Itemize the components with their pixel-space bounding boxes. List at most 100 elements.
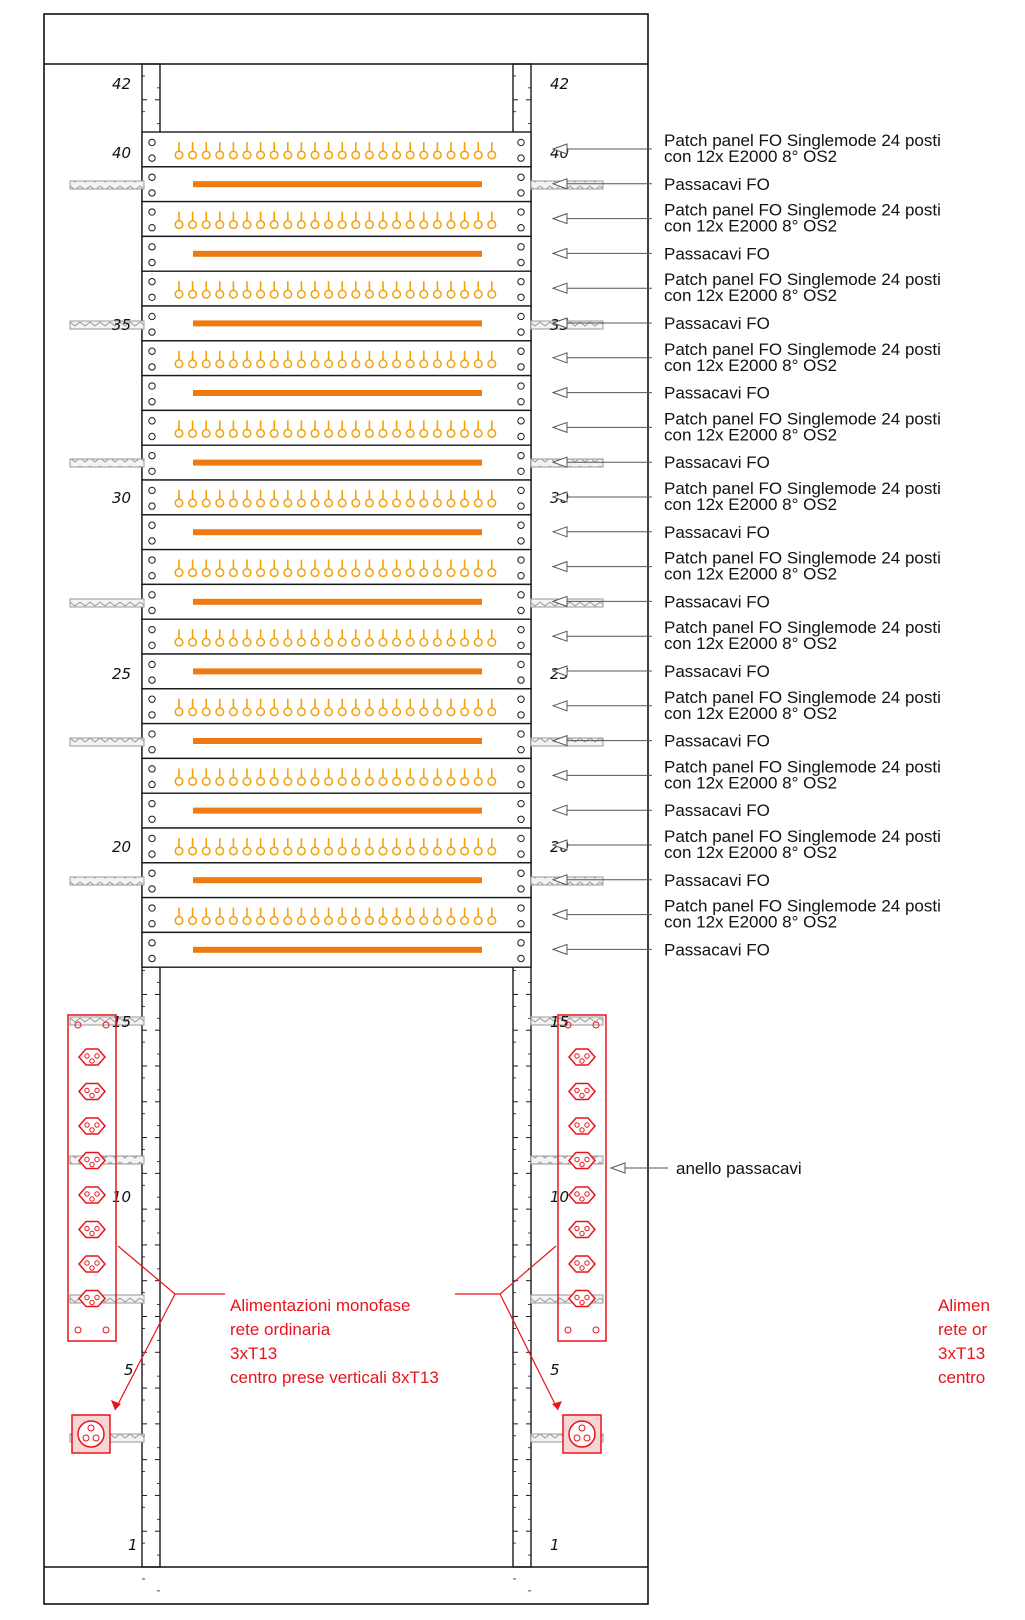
fiber-port-icon xyxy=(337,916,347,926)
fiber-port-icon xyxy=(188,846,198,856)
fiber-port-icon xyxy=(337,707,347,717)
cable-ring-left xyxy=(69,1016,145,1026)
patch-panel-callout-line2: con 12x E2000 8° OS2 xyxy=(664,843,837,862)
fiber-port-icon xyxy=(201,568,211,578)
cable-manager-callout: Passacavi FO xyxy=(664,314,770,333)
cable-manager xyxy=(141,305,532,342)
fiber-port-icon xyxy=(405,916,415,926)
fiber-port-icon xyxy=(460,846,470,856)
patch-panel-callout-line1: Patch panel FO Singlemode 24 posti xyxy=(664,827,941,846)
fiber-port-icon xyxy=(296,637,306,647)
socket-pin xyxy=(584,1087,590,1094)
socket-pin xyxy=(84,1294,90,1301)
power-note-clipped-line: 3xT13 xyxy=(938,1344,985,1363)
arrow-icon xyxy=(551,212,568,225)
screw-icon xyxy=(148,591,156,599)
fiber-port-icon xyxy=(215,428,225,438)
fiber-port-icon xyxy=(419,289,429,299)
socket-pin xyxy=(89,1299,95,1306)
fiber-port-icon xyxy=(473,498,483,508)
fiber-port-icon xyxy=(283,846,293,856)
cable-manager-callout: Passacavi FO xyxy=(664,940,770,959)
fiber-port-icon xyxy=(228,428,238,438)
screw-icon xyxy=(148,154,156,162)
screw-icon xyxy=(148,382,156,390)
fiber-port-icon xyxy=(228,359,238,369)
fiber-port-icon xyxy=(228,289,238,299)
fiber-port-icon xyxy=(351,916,361,926)
patch-panel-callout-line1: Patch panel FO Singlemode 24 posti xyxy=(664,688,941,707)
screw-icon xyxy=(74,1021,82,1029)
arrow-icon xyxy=(551,491,568,503)
screw-icon xyxy=(517,138,525,147)
fiber-port-icon xyxy=(337,359,347,369)
fiber-port-icon xyxy=(378,359,388,369)
fiber-port-icon xyxy=(337,637,347,647)
cable-manager-bar xyxy=(193,598,482,605)
unit-label: 20 xyxy=(112,838,131,856)
screw-icon xyxy=(148,243,156,251)
unit-label: 5 xyxy=(124,1361,134,1379)
unit-label: 42 xyxy=(112,75,131,93)
fiber-port-icon xyxy=(324,150,334,160)
cable-manager-bar xyxy=(193,738,482,744)
fiber-port-icon xyxy=(378,776,388,786)
power-note-line: centro prese verticali 8xT13 xyxy=(230,1368,439,1387)
fiber-port-icon xyxy=(337,568,347,578)
fiber-port-icon xyxy=(283,359,293,369)
socket-outlet-icon xyxy=(78,1220,106,1239)
fiber-port-icon xyxy=(310,150,320,160)
socket-outlet-icon xyxy=(78,1186,106,1204)
cable-ring-left xyxy=(69,876,145,886)
fiber-port-icon xyxy=(446,916,456,926)
screw-icon xyxy=(517,189,525,197)
screw-icon xyxy=(148,556,156,564)
socket-outlet-icon xyxy=(568,1220,596,1239)
fiber-port-icon xyxy=(405,776,415,786)
screw-icon xyxy=(148,451,156,460)
fiber-port-icon xyxy=(174,637,184,647)
cable-ring-right xyxy=(530,1155,604,1165)
screw-icon xyxy=(517,382,525,390)
fiber-port-icon xyxy=(324,498,334,508)
unit-label: 5 xyxy=(550,1361,560,1379)
patch-panel xyxy=(141,479,532,516)
fiber-port-icon xyxy=(188,707,198,717)
screw-icon xyxy=(148,834,156,843)
fiber-port-icon xyxy=(228,220,238,230)
fiber-port-icon xyxy=(174,220,184,230)
fiber-port-icon xyxy=(283,289,293,299)
screw-icon xyxy=(517,920,525,928)
fiber-port-icon xyxy=(419,916,429,926)
screw-icon xyxy=(517,954,525,963)
fiber-port-icon xyxy=(310,707,320,717)
socket-pin xyxy=(579,1127,585,1133)
fiber-port-icon xyxy=(364,916,374,926)
arrow-icon xyxy=(551,386,568,399)
fiber-port-icon xyxy=(188,150,198,160)
cable-manager xyxy=(141,653,532,690)
screw-icon xyxy=(148,904,156,912)
fiber-port-icon xyxy=(378,707,388,717)
cable-ring-left xyxy=(69,1294,145,1304)
fiber-port-icon xyxy=(283,498,293,508)
screw-icon xyxy=(148,208,156,216)
socket-pin xyxy=(574,1191,580,1197)
arrow-icon xyxy=(551,421,568,434)
fiber-port-icon xyxy=(446,220,456,230)
fiber-port-icon xyxy=(487,220,497,230)
screw-icon xyxy=(148,189,156,197)
fiber-port-icon xyxy=(215,220,225,230)
screw-icon xyxy=(517,641,525,649)
patch-panel xyxy=(141,896,532,934)
fiber-port-icon xyxy=(432,498,442,508)
fiber-port-icon xyxy=(256,359,266,369)
unit-label: 1 xyxy=(128,1536,138,1554)
fiber-port-icon xyxy=(324,707,334,717)
fiber-port-icon xyxy=(473,150,483,160)
fiber-port-icon xyxy=(392,846,402,856)
fiber-port-icon xyxy=(215,289,225,299)
screw-icon xyxy=(148,293,156,301)
socket-pin xyxy=(584,1260,590,1266)
